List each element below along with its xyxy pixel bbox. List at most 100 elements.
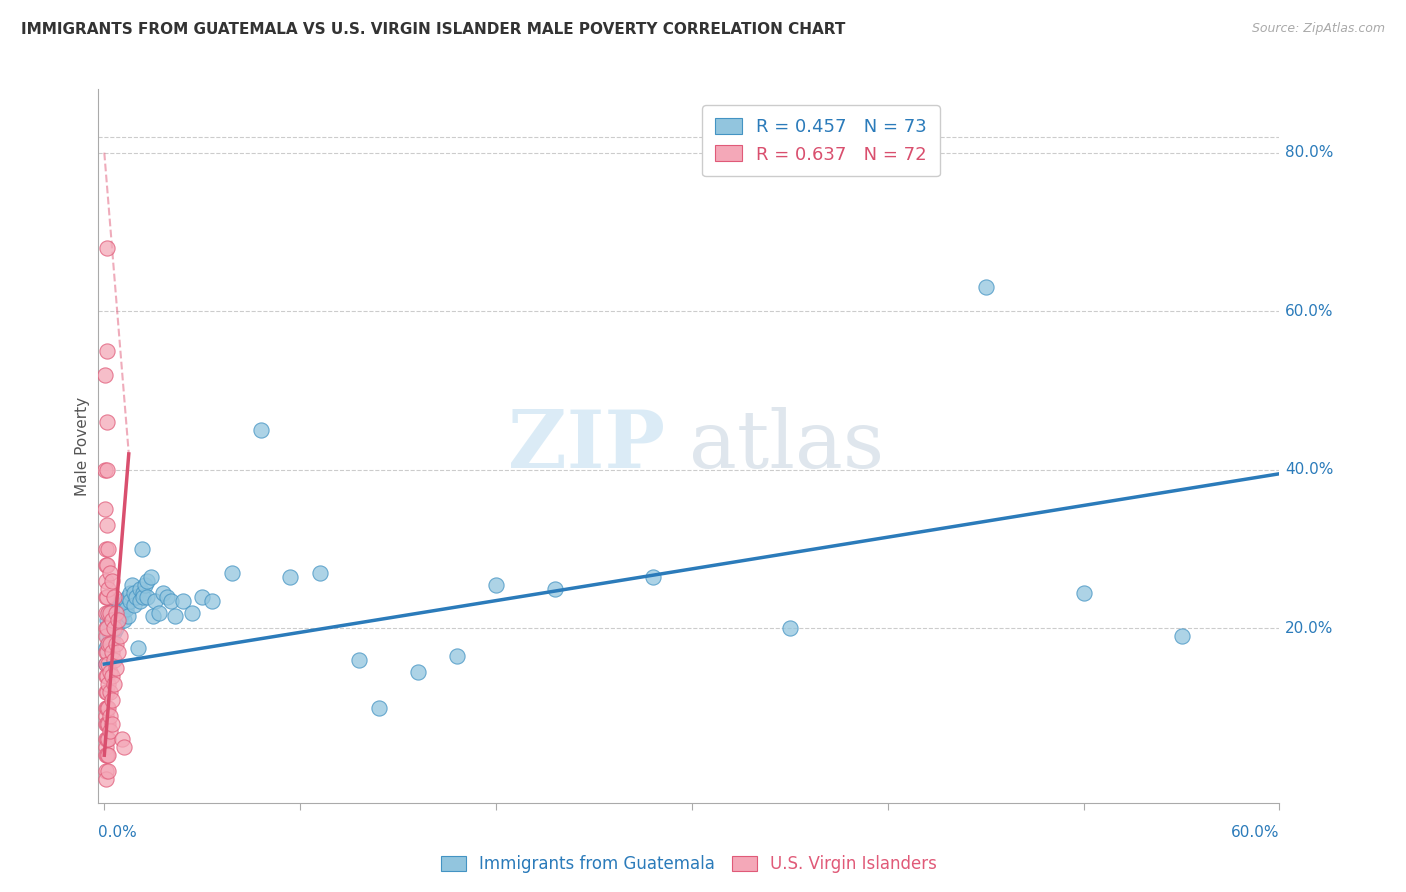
Point [118, 593, 141, 607]
Point [1073, 585, 1095, 599]
Point [107, 601, 129, 615]
Point [128, 593, 150, 607]
Point [121, 578, 143, 592]
Text: ZIP: ZIP [509, 407, 665, 485]
Point [96, 764, 118, 778]
Point [191, 590, 214, 604]
Point [118, 585, 141, 599]
Text: 40.0%: 40.0% [1285, 462, 1334, 477]
Point [172, 593, 194, 607]
Point [105, 606, 128, 620]
Text: atlas: atlas [689, 407, 884, 485]
Point [103, 625, 125, 640]
Point [117, 590, 139, 604]
Point [98, 621, 121, 635]
Point [97, 764, 120, 778]
Point [163, 609, 186, 624]
Point [112, 740, 135, 755]
Point [131, 542, 153, 557]
Point [115, 593, 138, 607]
Point [97, 700, 120, 714]
Point [96, 590, 118, 604]
Point [96, 772, 118, 786]
Point [96, 732, 118, 747]
Text: 60.0%: 60.0% [1285, 303, 1334, 318]
Point [98, 708, 121, 723]
Point [132, 590, 155, 604]
Point [122, 598, 145, 612]
Point [97, 625, 120, 640]
Point [96, 641, 118, 656]
Point [105, 598, 128, 612]
Point [94, 368, 117, 382]
Point [485, 578, 508, 592]
Point [142, 609, 165, 624]
Legend: R = 0.457   N = 73, R = 0.637   N = 72: R = 0.457 N = 73, R = 0.637 N = 72 [702, 105, 939, 177]
Point [136, 574, 159, 588]
Point [96, 558, 118, 572]
Point [98, 633, 121, 648]
Point [122, 585, 145, 599]
Point [103, 590, 125, 604]
Point [103, 653, 125, 667]
Text: 20.0%: 20.0% [1285, 621, 1334, 636]
Point [101, 692, 124, 706]
Text: IMMIGRANTS FROM GUATEMALA VS U.S. VIRGIN ISLANDER MALE POVERTY CORRELATION CHART: IMMIGRANTS FROM GUATEMALA VS U.S. VIRGIN… [21, 22, 845, 37]
Point [101, 614, 124, 628]
Point [128, 582, 150, 596]
Point [96, 669, 118, 683]
Point [96, 645, 118, 659]
Point [96, 621, 118, 635]
Point [96, 700, 118, 714]
Point [367, 700, 389, 714]
Point [96, 518, 118, 533]
Point [96, 629, 118, 643]
Point [641, 570, 664, 584]
Point [101, 574, 124, 588]
Text: Source: ZipAtlas.com: Source: ZipAtlas.com [1251, 22, 1385, 36]
Point [111, 593, 134, 607]
Point [974, 280, 997, 294]
Point [221, 566, 243, 580]
Point [107, 614, 129, 628]
Point [98, 609, 121, 624]
Point [104, 609, 127, 624]
Point [96, 614, 118, 628]
Point [280, 570, 302, 584]
Point [98, 685, 121, 699]
Point [96, 241, 118, 255]
Point [97, 637, 120, 651]
Point [111, 606, 134, 620]
Point [94, 463, 117, 477]
Point [406, 665, 429, 679]
Point [112, 614, 135, 628]
Point [107, 645, 129, 659]
Point [101, 669, 124, 683]
Point [98, 637, 121, 651]
Point [101, 633, 124, 648]
Point [156, 590, 179, 604]
Point [96, 669, 118, 683]
Point [96, 645, 118, 659]
Text: 0.0%: 0.0% [98, 825, 138, 840]
Point [94, 657, 117, 671]
Point [181, 606, 204, 620]
Point [98, 606, 121, 620]
Point [96, 748, 118, 763]
Point [117, 609, 139, 624]
Point [127, 641, 149, 656]
Point [96, 574, 118, 588]
Point [96, 716, 118, 731]
Point [97, 606, 120, 620]
Point [101, 614, 124, 628]
Point [96, 415, 118, 429]
Point [97, 716, 120, 731]
Point [98, 566, 121, 580]
Point [110, 609, 132, 624]
Point [347, 653, 370, 667]
Point [101, 606, 124, 620]
Point [96, 700, 118, 714]
Point [97, 657, 120, 671]
Point [96, 590, 118, 604]
Point [94, 502, 117, 516]
